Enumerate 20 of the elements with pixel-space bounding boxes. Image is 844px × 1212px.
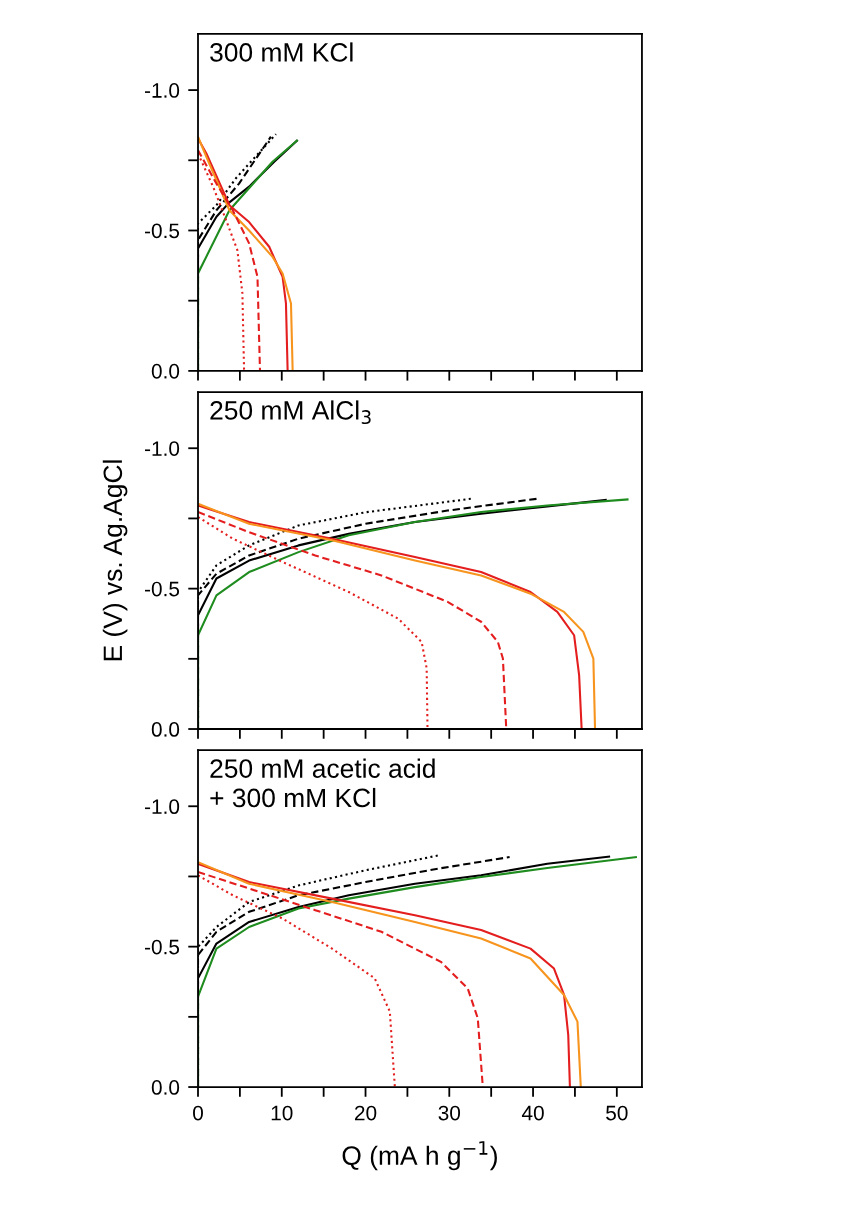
x-tick-label: 20	[354, 1105, 377, 1121]
y-tick-label: -1.0	[144, 441, 180, 456]
x-tick-label: 40	[521, 1105, 544, 1121]
y-tick-label: -1.0	[144, 799, 180, 815]
x-tick-label: 10	[271, 1105, 293, 1121]
text: 250 mM acetic acid + 300 mM KCl	[210, 758, 435, 808]
x-axis-title: Q (mA h g$^{−1}$)	[342, 1141, 497, 1171]
y-tick-label: 0.0	[151, 363, 180, 379]
y-axis-title: E (V) vs. Ag.AgCl	[102, 460, 128, 661]
chart-title: 300 mM KCl	[210, 42, 353, 62]
chart-title: 250 mM AlCl$_{3}$	[210, 400, 371, 425]
x-tick-label: 50	[606, 1105, 628, 1121]
y-tick-label: -0.5	[144, 581, 180, 597]
x-tick-label: 0	[193, 1105, 203, 1121]
y-tick-label: -0.5	[144, 939, 180, 955]
y-tick-label: 0.0	[151, 1080, 180, 1095]
x-tick-label: 30	[438, 1105, 461, 1121]
y-tick-label: -1.0	[144, 83, 180, 98]
y-tick-label: -0.5	[144, 223, 180, 239]
y-tick-label: 0.0	[151, 722, 180, 737]
